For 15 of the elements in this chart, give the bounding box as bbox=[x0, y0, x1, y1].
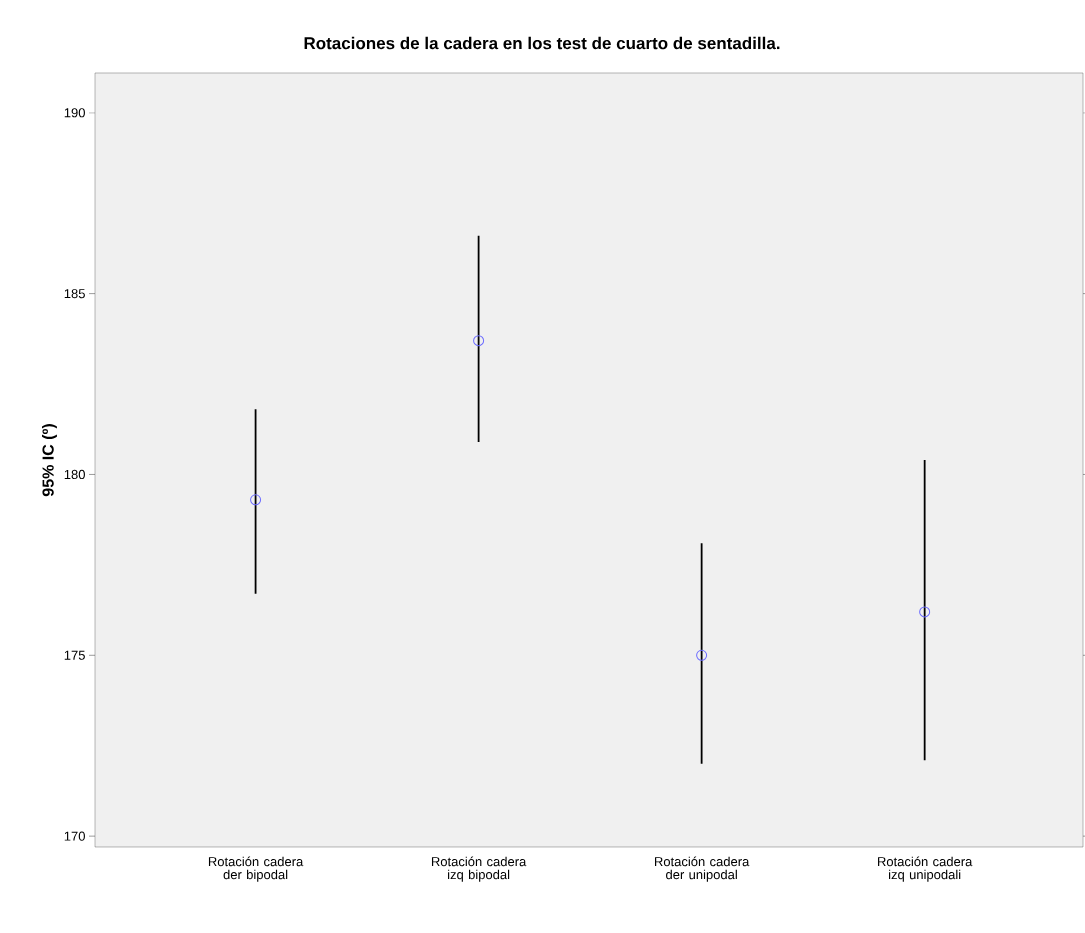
y-tick-label: 170 bbox=[64, 831, 85, 841]
y-tick-label: 180 bbox=[64, 469, 85, 480]
x-tick-label: Rotación cadera der bipodal bbox=[208, 856, 304, 882]
point bbox=[696, 649, 708, 661]
x-tick-label: Rotación cadera izq bipodal bbox=[431, 856, 527, 882]
point bbox=[919, 606, 931, 618]
y-tick-label: 175 bbox=[64, 650, 85, 660]
y-tick-label: 185 bbox=[64, 289, 85, 299]
point bbox=[473, 335, 485, 347]
x-tick-label: Rotación cadera izq unipodali bbox=[878, 856, 973, 882]
y-axis-title: 95% IC (º) bbox=[42, 424, 57, 497]
point bbox=[250, 494, 262, 506]
x-tick-label: Rotación cadera der unipodal bbox=[655, 856, 750, 882]
chart-title: Rotaciones de la cadera en los test de cuarto de sentadilla. bbox=[304, 36, 780, 50]
y-tick-label: 190 bbox=[64, 108, 85, 118]
